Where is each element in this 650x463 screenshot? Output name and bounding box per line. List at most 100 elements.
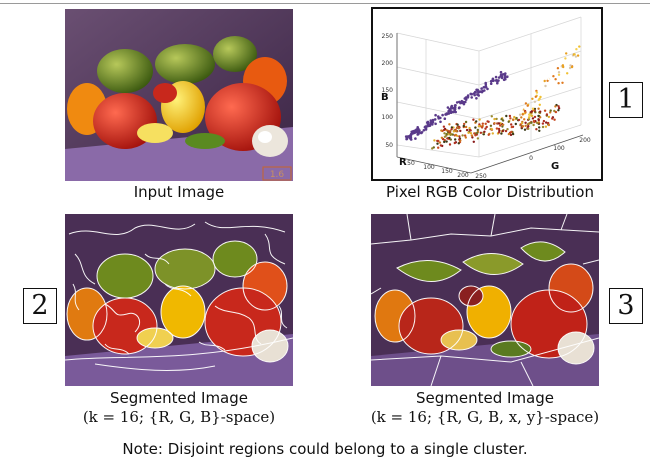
scatter-point (493, 122, 496, 125)
scatter-point (457, 142, 460, 145)
scatter-point (527, 116, 531, 119)
scatter-point (545, 121, 548, 124)
scatter-point (443, 132, 446, 135)
scatter-point (501, 129, 504, 133)
scatter-point (479, 131, 483, 134)
b-tick-200: 200 (382, 60, 394, 67)
scatter-point (478, 90, 482, 93)
scatter-point (521, 107, 524, 110)
scatter-points (404, 45, 581, 150)
scatter-point (468, 126, 471, 130)
scatter-point (527, 118, 531, 121)
scatter-point (429, 119, 433, 122)
scatter-point (530, 114, 533, 117)
scatter-point (506, 75, 509, 79)
scatter-point (487, 133, 490, 136)
scatter-point (481, 122, 484, 125)
scatter-point (527, 127, 530, 130)
r-tick-200: 200 (457, 172, 469, 179)
scatter-point (565, 52, 568, 55)
scatter-point (504, 129, 508, 133)
scatter-point (462, 124, 465, 128)
scatter-point (470, 134, 474, 137)
scatter-point (454, 129, 458, 133)
scatter-point (554, 78, 557, 81)
scatter-point (449, 133, 452, 137)
scatter-point (464, 136, 467, 139)
input-image-label: 1.6 (270, 170, 285, 180)
scatter-point (448, 123, 451, 126)
scatter-point (459, 129, 462, 133)
scatter-point (476, 90, 480, 93)
scatter-point (524, 102, 528, 105)
scatter-point (532, 90, 536, 94)
scatter-point (511, 118, 515, 121)
b-tick-100: 100 (382, 114, 394, 121)
scatter-point (524, 124, 527, 128)
scatter-point (436, 139, 439, 143)
scatter-point (532, 123, 535, 127)
scatter-point (578, 45, 581, 48)
scatter-point (451, 107, 455, 110)
scatter-point (565, 68, 569, 71)
scatter-point (447, 109, 450, 113)
seg-rgbxy-caption-line1: Segmented Image (416, 389, 554, 407)
scatter-point (496, 81, 499, 85)
scatter-point (439, 144, 443, 147)
scatter-point (433, 118, 437, 121)
scatter-point (502, 78, 506, 82)
scatter-point (537, 121, 541, 124)
scatter-point (453, 106, 457, 109)
scatter-point (450, 128, 453, 131)
scatter-point (469, 132, 473, 135)
scatter-point (528, 121, 531, 125)
distribution-caption: Pixel RGB Color Distribution (385, 183, 594, 201)
scatter-point (489, 124, 493, 128)
scatter-point (454, 138, 457, 141)
b-tick-250: 250 (382, 33, 394, 40)
scatter-point (431, 119, 435, 122)
scatter-point (506, 128, 509, 131)
scatter-point (533, 100, 537, 104)
scatter-point (557, 105, 560, 108)
scatter-point (442, 125, 446, 128)
scatter-point (433, 139, 436, 142)
scatter-point (547, 77, 550, 81)
scatter-point (531, 97, 534, 101)
scatter-point (495, 127, 499, 130)
scatter-point (443, 140, 446, 144)
scatter-point (490, 127, 493, 131)
scatter-point (472, 118, 475, 121)
scatter-point (469, 129, 472, 132)
scatter-point (465, 128, 469, 132)
scatter-point (538, 126, 541, 129)
scatter-point (466, 96, 470, 99)
scatter-point (422, 129, 426, 132)
scatter-point (524, 111, 527, 114)
scatter-point (486, 120, 489, 123)
scatter-point (543, 79, 546, 83)
scatter-point (547, 123, 551, 127)
scatter-point (439, 120, 442, 124)
scatter-point (431, 120, 435, 124)
scatter-point (467, 131, 470, 134)
scatter-point (502, 123, 505, 127)
scatter-point (537, 98, 540, 102)
scatter-point (418, 131, 422, 134)
scatter-point (551, 117, 554, 120)
scatter-point (537, 114, 540, 118)
scatter-point (557, 107, 561, 110)
scatter-point (440, 136, 444, 139)
scatter-point (505, 114, 508, 118)
scatter-point (521, 113, 524, 116)
input-image-caption: Input Image (133, 183, 225, 201)
scatter-point (544, 125, 548, 128)
scatter-point (526, 104, 529, 107)
scatter-point (472, 140, 475, 143)
scatter-point (573, 53, 576, 56)
scatter-point (520, 116, 523, 119)
scatter-point (409, 134, 412, 137)
segmented-image-rgbxy (371, 214, 599, 386)
top-rule (0, 3, 650, 4)
scatter-point (520, 122, 524, 125)
